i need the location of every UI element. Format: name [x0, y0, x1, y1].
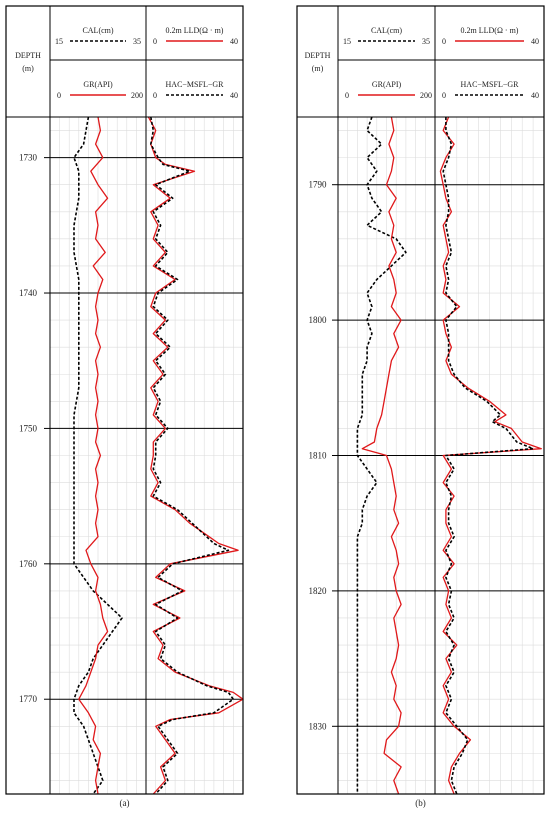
hac-scale-min: 0: [442, 91, 446, 100]
depth-header-label: DEPTH: [305, 51, 331, 60]
gr-scale-max: 200: [131, 91, 143, 100]
depth-header-unit: (m): [312, 64, 324, 73]
hac-msfl-gr-curve: [150, 116, 235, 795]
lld-scale-min: 0: [153, 37, 157, 46]
lld-scale-max: 40: [230, 37, 238, 46]
depth-tick-label: 1750: [19, 423, 38, 433]
lld-scale-max: 40: [531, 37, 539, 46]
cal-header-name: CAL(cm): [371, 26, 402, 35]
cal-header-name: CAL(cm): [82, 26, 113, 35]
cal-scale-min: 15: [343, 37, 351, 46]
cal-curve: [73, 116, 123, 795]
gr-header-name: GR(API): [83, 80, 113, 89]
depth-tick-label: 1760: [19, 559, 38, 569]
hac-msfl-gr-curve: [442, 117, 534, 795]
panel-caption: (b): [415, 798, 426, 808]
depth-tick-label: 1800: [309, 315, 328, 325]
depth-tick-label: 1820: [309, 586, 328, 596]
gr-scale-min: 0: [57, 91, 61, 100]
cal-curve: [356, 116, 407, 794]
lld-scale-min: 0: [442, 37, 446, 46]
depth-tick-label: 1740: [19, 288, 38, 298]
gr-curve: [78, 116, 109, 795]
hac-header-name: HAC−MSFL−GR: [461, 80, 520, 89]
depth-tick-label: 1730: [19, 153, 38, 163]
depth-tick-label: 1790: [309, 180, 328, 190]
panel-frame: [5, 5, 244, 795]
panel-caption: (a): [120, 798, 130, 808]
gr-scale-min: 0: [345, 91, 349, 100]
depth-header-label: DEPTH: [15, 51, 41, 60]
gr-scale-max: 200: [420, 91, 432, 100]
depth-header-unit: (m): [22, 64, 34, 73]
lld-curve: [147, 116, 244, 795]
panel-frame: [296, 5, 545, 795]
hac-header-name: HAC−MSFL−GR: [166, 80, 225, 89]
hac-scale-max: 40: [230, 91, 238, 100]
hac-scale-min: 0: [153, 91, 157, 100]
lld-header-name: 0.2m LLD(Ω · m): [166, 26, 224, 35]
gr-curve: [361, 116, 402, 795]
depth-tick-label: 1830: [309, 721, 328, 731]
lld-header-name: 0.2m LLD(Ω · m): [461, 26, 519, 35]
depth-tick-label: 1810: [309, 451, 328, 461]
hac-scale-max: 40: [531, 91, 539, 100]
cal-scale-max: 35: [422, 37, 430, 46]
log-panel-a: 1730 1740 1750 1760 1770 DEPTH (m) CAL(cm) 15 35 G…: [5, 5, 244, 808]
cal-scale-min: 15: [55, 37, 63, 46]
gr-header-name: GR(API): [372, 80, 402, 89]
cal-scale-max: 35: [133, 37, 141, 46]
lld-curve: [439, 116, 542, 795]
log-panel-b: 1790 1800 1810 1820 1830 DEPTH (m) CAL(cm) 15 35 G…: [296, 5, 545, 808]
depth-tick-label: 1770: [19, 694, 38, 704]
